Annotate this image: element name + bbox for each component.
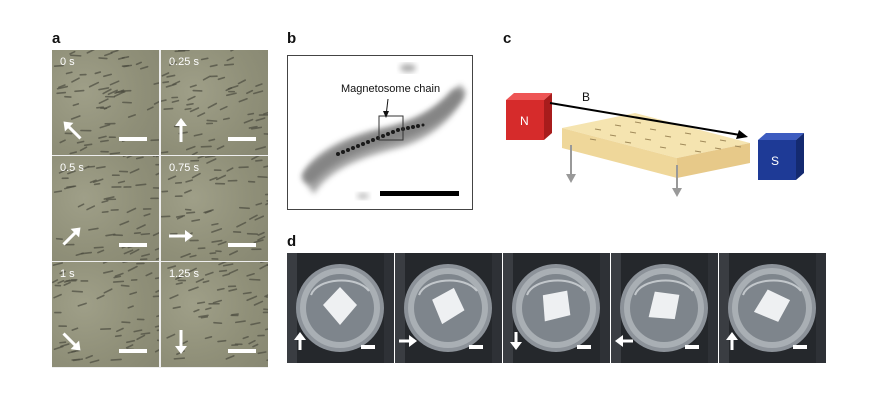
- time-label: 1 s: [60, 268, 75, 280]
- time-label: 0.25 s: [169, 56, 199, 68]
- field-line: [549, 102, 741, 136]
- field-direction-arrow-icon: [63, 121, 82, 140]
- panel-c-schematic: N S B: [500, 55, 830, 215]
- panel-d-frame: [287, 253, 394, 363]
- panel-b-micrograph: Magnetosome chain: [287, 55, 473, 210]
- slab-side: [677, 143, 750, 178]
- magnet-schematic: N S B: [506, 90, 804, 197]
- field-direction-arrow-icon: [62, 227, 81, 246]
- field-direction-arrow-icon: [169, 230, 193, 242]
- bacteria-texture: [53, 156, 159, 261]
- time-label: 0.75 s: [169, 162, 199, 174]
- panel-a-cell: 0.5 s: [52, 156, 159, 261]
- vial-frame: [395, 253, 502, 363]
- slab-top: [562, 113, 750, 158]
- time-label: 0 s: [60, 56, 75, 68]
- panel-d-frame: [719, 253, 826, 363]
- panel-d-frame: [395, 253, 502, 363]
- bacteria-texture: [53, 50, 159, 155]
- scale-bar: [119, 349, 147, 353]
- south-label: S: [771, 154, 779, 168]
- magnetosome-chain-label: Magnetosome chain: [341, 83, 441, 95]
- north-magnet-top: [506, 93, 552, 100]
- panel-label-a: a: [52, 30, 61, 47]
- scale-bar: [119, 137, 147, 141]
- time-label: 1.25 s: [169, 268, 199, 280]
- panel-label-d: d: [287, 233, 297, 250]
- scale-bar: [228, 349, 256, 353]
- time-label: 0.5 s: [60, 162, 84, 174]
- bacteria-texture: [166, 262, 268, 362]
- scale-bar: [119, 243, 147, 247]
- south-magnet-side: [796, 133, 804, 180]
- scale-bar: [228, 243, 256, 247]
- field-direction-arrow-icon: [175, 118, 187, 142]
- panel-a-grid: 0 s 0.25 s 0.5 s 0.75 s 1 s 1.25 s: [52, 50, 268, 368]
- panel-a-cell: 1.25 s: [161, 262, 268, 367]
- scale-bar: [380, 191, 459, 196]
- slab-front: [562, 128, 677, 178]
- field-label: B: [582, 90, 590, 104]
- south-magnet-top: [758, 133, 804, 140]
- field-arrowhead-icon: [736, 130, 748, 139]
- panel-a-cell: 1 s: [52, 262, 159, 367]
- panel-a-cell: 0.75 s: [161, 156, 268, 261]
- field-direction-arrow-icon: [175, 330, 187, 354]
- vial-frame: [611, 253, 718, 363]
- panel-d-frame: [503, 253, 610, 363]
- south-magnet: [758, 140, 796, 180]
- north-magnet: [506, 100, 544, 140]
- scale-bar: [228, 137, 256, 141]
- panel-d-frame: [611, 253, 718, 363]
- panel-label-c: c: [503, 30, 512, 47]
- north-magnet-side: [544, 93, 552, 140]
- panel-label-b: b: [287, 30, 297, 47]
- bacteria-dashes: [589, 121, 742, 153]
- bacterium-image: [302, 64, 466, 199]
- north-label: N: [520, 114, 529, 128]
- panel-a-cell: 0.25 s: [161, 50, 268, 155]
- field-direction-arrow-icon: [62, 332, 81, 351]
- panel-a-cell: 0 s: [52, 50, 159, 155]
- zoom-box: [378, 115, 404, 141]
- vial-frame: [719, 253, 826, 363]
- vial-frame: [287, 253, 394, 363]
- bacteria-texture: [161, 50, 268, 155]
- vial-frame: [503, 253, 610, 363]
